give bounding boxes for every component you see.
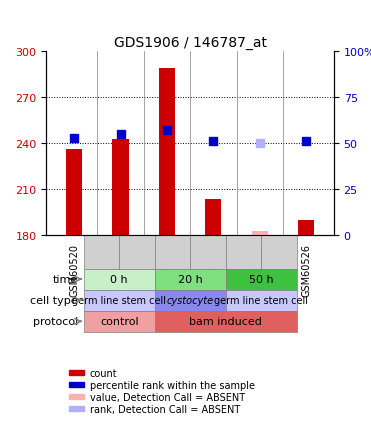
Text: percentile rank within the sample: percentile rank within the sample — [89, 380, 255, 390]
FancyBboxPatch shape — [155, 236, 190, 269]
Text: control: control — [100, 317, 138, 326]
FancyBboxPatch shape — [190, 236, 226, 269]
Bar — [159, 69, 175, 236]
FancyBboxPatch shape — [155, 290, 226, 311]
Text: value, Detection Call = ABSENT: value, Detection Call = ABSENT — [89, 392, 244, 402]
Bar — [112, 139, 129, 236]
Bar — [252, 231, 268, 236]
Text: rank, Detection Call = ABSENT: rank, Detection Call = ABSENT — [89, 404, 240, 414]
Text: germ line stem cell: germ line stem cell — [72, 296, 166, 306]
Bar — [298, 220, 314, 236]
FancyBboxPatch shape — [84, 290, 155, 311]
Bar — [69, 395, 84, 399]
FancyBboxPatch shape — [84, 311, 155, 332]
FancyBboxPatch shape — [155, 269, 226, 290]
FancyBboxPatch shape — [226, 236, 261, 269]
Text: germ line stem cell: germ line stem cell — [214, 296, 308, 306]
Bar — [205, 199, 221, 236]
FancyBboxPatch shape — [84, 269, 155, 290]
FancyBboxPatch shape — [155, 311, 296, 332]
FancyBboxPatch shape — [84, 236, 119, 269]
Text: protocol: protocol — [33, 317, 78, 326]
Text: cell type: cell type — [30, 296, 78, 306]
FancyBboxPatch shape — [226, 269, 296, 290]
FancyBboxPatch shape — [226, 290, 296, 311]
Text: 0 h: 0 h — [111, 274, 128, 284]
Text: count: count — [89, 368, 117, 378]
Text: time: time — [53, 274, 78, 284]
Text: cystocyte: cystocyte — [167, 296, 214, 306]
Text: bam induced: bam induced — [189, 317, 262, 326]
Bar — [69, 371, 84, 375]
FancyBboxPatch shape — [261, 236, 296, 269]
FancyBboxPatch shape — [119, 236, 155, 269]
Text: 20 h: 20 h — [178, 274, 203, 284]
Bar — [69, 382, 84, 387]
Bar — [66, 150, 82, 236]
Title: GDS1906 / 146787_at: GDS1906 / 146787_at — [114, 36, 267, 49]
Bar — [69, 407, 84, 411]
Text: 50 h: 50 h — [249, 274, 273, 284]
